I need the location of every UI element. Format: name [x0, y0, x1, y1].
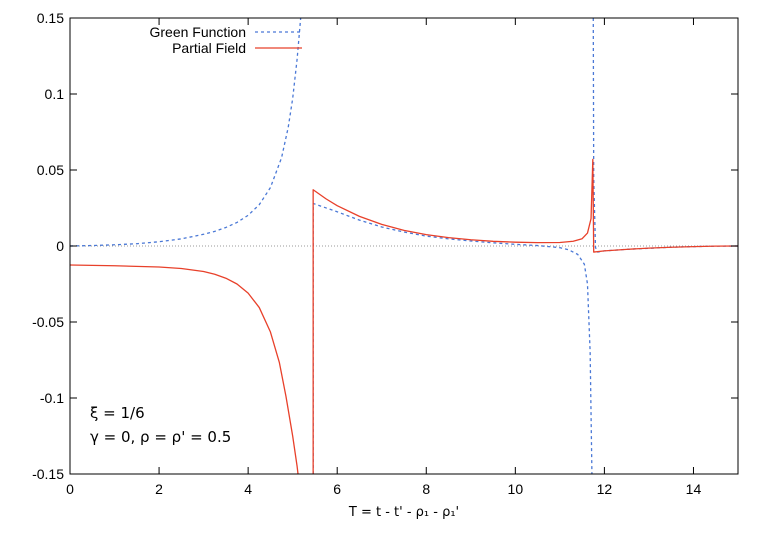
- y-tick-label: 0.1: [45, 86, 65, 102]
- y-tick-label: -0.1: [40, 390, 64, 406]
- x-tick-label: 4: [244, 481, 252, 497]
- series-line-partial-field-4: [312, 158, 739, 474]
- x-tick-label: 6: [333, 481, 341, 497]
- y-tick-label: -0.15: [32, 466, 64, 482]
- y-tick-label: 0: [56, 238, 64, 254]
- series-line-partial-field-3: [69, 264, 299, 475]
- series-layer: [69, 17, 739, 475]
- annotation-gamma-rho: γ = 0, ρ = ρ' = 0.5: [90, 428, 231, 446]
- legend-label-partial-field: Partial Field: [172, 40, 246, 56]
- series-line-green-function-0: [69, 17, 302, 247]
- annotation-xi: ξ = 1/6: [90, 404, 145, 422]
- legend: Green Function Partial Field: [150, 24, 302, 56]
- x-tick-label: 12: [597, 481, 613, 497]
- y-tick-label: 0.05: [37, 162, 64, 178]
- ticks-layer: 0 2 4 6 8 10 12 14 -0.15 -0.1 -0.05 0 0.05 0.1 0.15: [32, 10, 738, 497]
- x-tick-label: 0: [66, 481, 74, 497]
- series-line-green-function-1: [312, 202, 593, 475]
- y-tick-label: -0.05: [32, 314, 64, 330]
- x-tick-label: 8: [422, 481, 430, 497]
- x-axis-label: T = t - t' - ρ₁ - ρ₁': [348, 505, 459, 520]
- x-tick-label: 2: [155, 481, 163, 497]
- legend-label-green-function: Green Function: [150, 24, 247, 40]
- x-tick-label: 10: [508, 481, 524, 497]
- y-tick-label: 0.15: [37, 10, 64, 26]
- x-tick-label: 14: [686, 481, 702, 497]
